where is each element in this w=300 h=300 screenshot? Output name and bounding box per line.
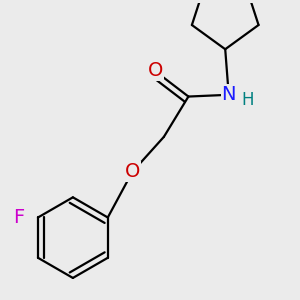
Text: H: H xyxy=(242,91,254,109)
Text: F: F xyxy=(13,208,24,227)
Text: N: N xyxy=(221,85,236,104)
Text: O: O xyxy=(124,162,140,182)
Text: O: O xyxy=(147,61,163,80)
